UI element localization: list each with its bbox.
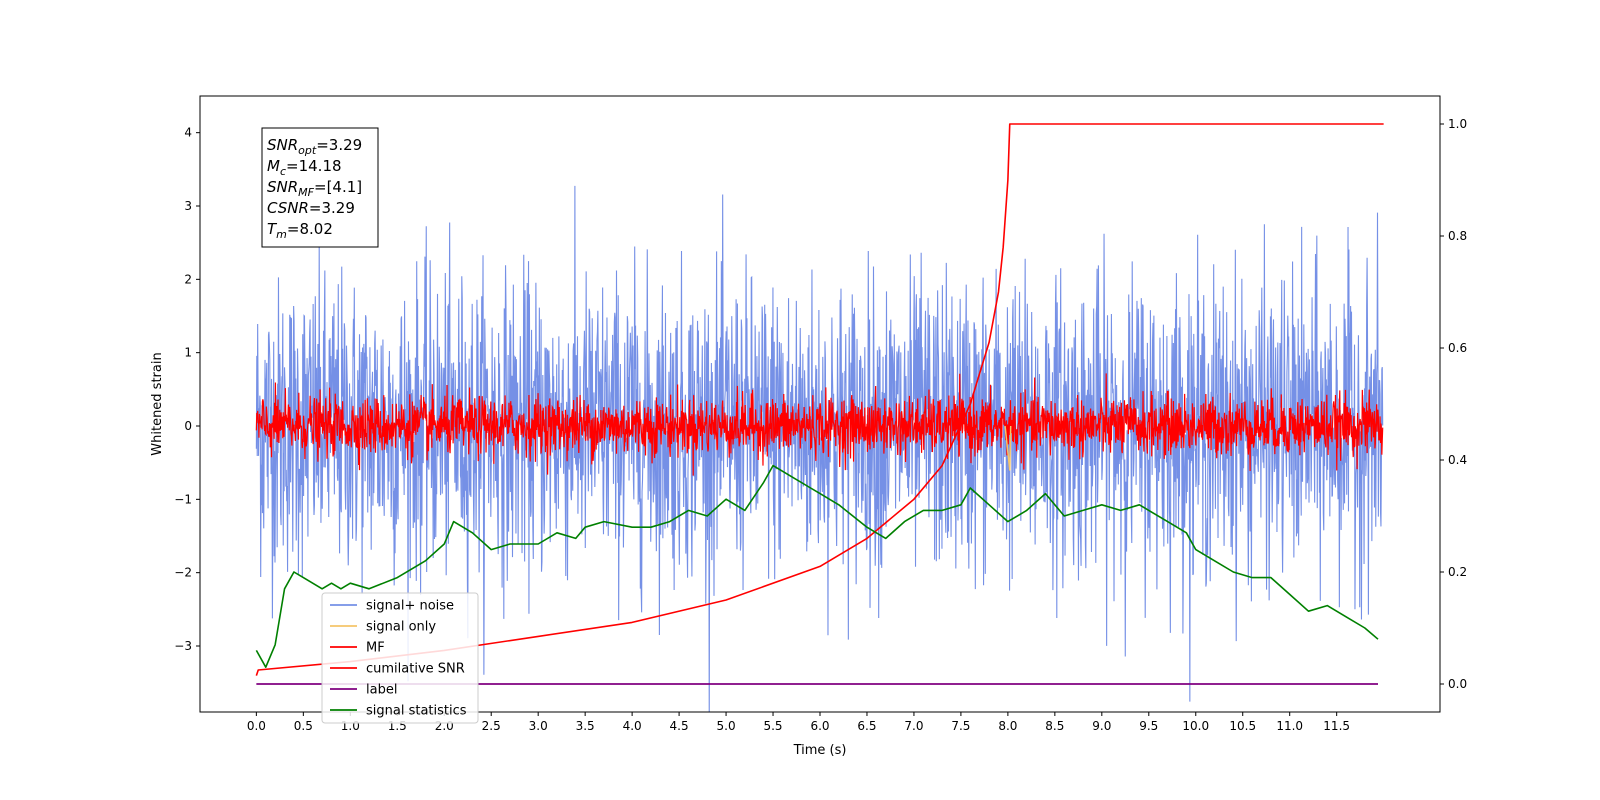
y-tick-label: −1 xyxy=(174,492,192,506)
x-tick-label: 3.0 xyxy=(529,719,548,733)
annotation-line: CSNR=3.29 xyxy=(267,199,355,217)
series-signal-only xyxy=(1004,425,1012,471)
legend-label: cumilative SNR xyxy=(366,662,465,677)
series-signal-statistics xyxy=(255,464,1379,668)
right-y-tick-label: 1.0 xyxy=(1448,117,1467,131)
x-tick-label: 11.0 xyxy=(1276,719,1303,733)
x-tick-label: 5.0 xyxy=(717,719,736,733)
legend: signal+ noise signal only MF cumilative SNR… xyxy=(321,592,479,724)
legend-frame xyxy=(321,592,479,724)
y-tick-label: −2 xyxy=(174,566,192,580)
x-tick-label: 0.5 xyxy=(294,719,313,733)
y-tick-label: 3 xyxy=(184,199,192,213)
legend-label: signal only xyxy=(366,620,436,635)
legend-label: signal statistics xyxy=(366,704,467,719)
x-tick-label: 6.0 xyxy=(810,719,829,733)
x-tick-label: 9.5 xyxy=(1139,719,1158,733)
y-tick-label: 4 xyxy=(184,126,192,140)
y-tick-label: −3 xyxy=(174,639,192,653)
legend-label: label xyxy=(366,683,397,698)
annotation-line: SNRopt=3.29 xyxy=(267,136,362,157)
right-y-axis-ticks: 0.0 0.2 0.4 0.6 0.8 1.0 xyxy=(1440,117,1467,691)
x-axis-ticks: 0.0 0.5 1.0 1.5 2.0 2.5 3.0 3.5 4.0 4.5 5.0 5.5 6.0 6… xyxy=(247,712,1350,733)
x-tick-label: 3.5 xyxy=(576,719,595,733)
right-y-tick-label: 0.6 xyxy=(1448,341,1467,355)
right-y-tick-label: 0.2 xyxy=(1448,565,1467,579)
right-y-tick-label: 0.4 xyxy=(1448,453,1467,467)
x-tick-label: 7.0 xyxy=(904,719,923,733)
legend-label: signal+ noise xyxy=(366,599,454,614)
x-tick-label: 7.5 xyxy=(951,719,970,733)
y-tick-label: 1 xyxy=(184,346,192,360)
x-tick-label: 9.0 xyxy=(1092,719,1111,733)
y-axis-label: Whitened strain xyxy=(150,352,165,455)
y-tick-label: 0 xyxy=(184,419,192,433)
x-tick-label: 5.5 xyxy=(763,719,782,733)
x-tick-label: 4.0 xyxy=(623,719,642,733)
x-tick-label: 8.5 xyxy=(1045,719,1064,733)
right-y-tick-label: 0.0 xyxy=(1448,677,1467,691)
right-y-tick-label: 0.8 xyxy=(1448,229,1467,243)
series-mf xyxy=(255,373,1384,476)
x-tick-label: 0.0 xyxy=(247,719,266,733)
x-tick-label: 11.5 xyxy=(1323,719,1350,733)
x-tick-label: 10.5 xyxy=(1229,719,1256,733)
annotation-line: Mc=14.18 xyxy=(267,157,342,178)
x-tick-label: 10.0 xyxy=(1182,719,1209,733)
x-tick-label: 4.5 xyxy=(670,719,689,733)
y-axis-ticks: −3 −2 −1 0 1 2 3 4 xyxy=(174,126,200,653)
annotation-line: SNRMF=[4.1] xyxy=(267,178,362,199)
legend-label: MF xyxy=(366,641,385,656)
annotation-frame xyxy=(261,127,379,248)
annotation-line: Tm=8.02 xyxy=(267,220,333,241)
x-tick-label: 2.5 xyxy=(482,719,501,733)
x-axis-label: Time (s) xyxy=(793,743,847,758)
x-tick-label: 8.0 xyxy=(998,719,1017,733)
x-tick-label: 6.5 xyxy=(857,719,876,733)
y-tick-label: 2 xyxy=(184,272,192,286)
